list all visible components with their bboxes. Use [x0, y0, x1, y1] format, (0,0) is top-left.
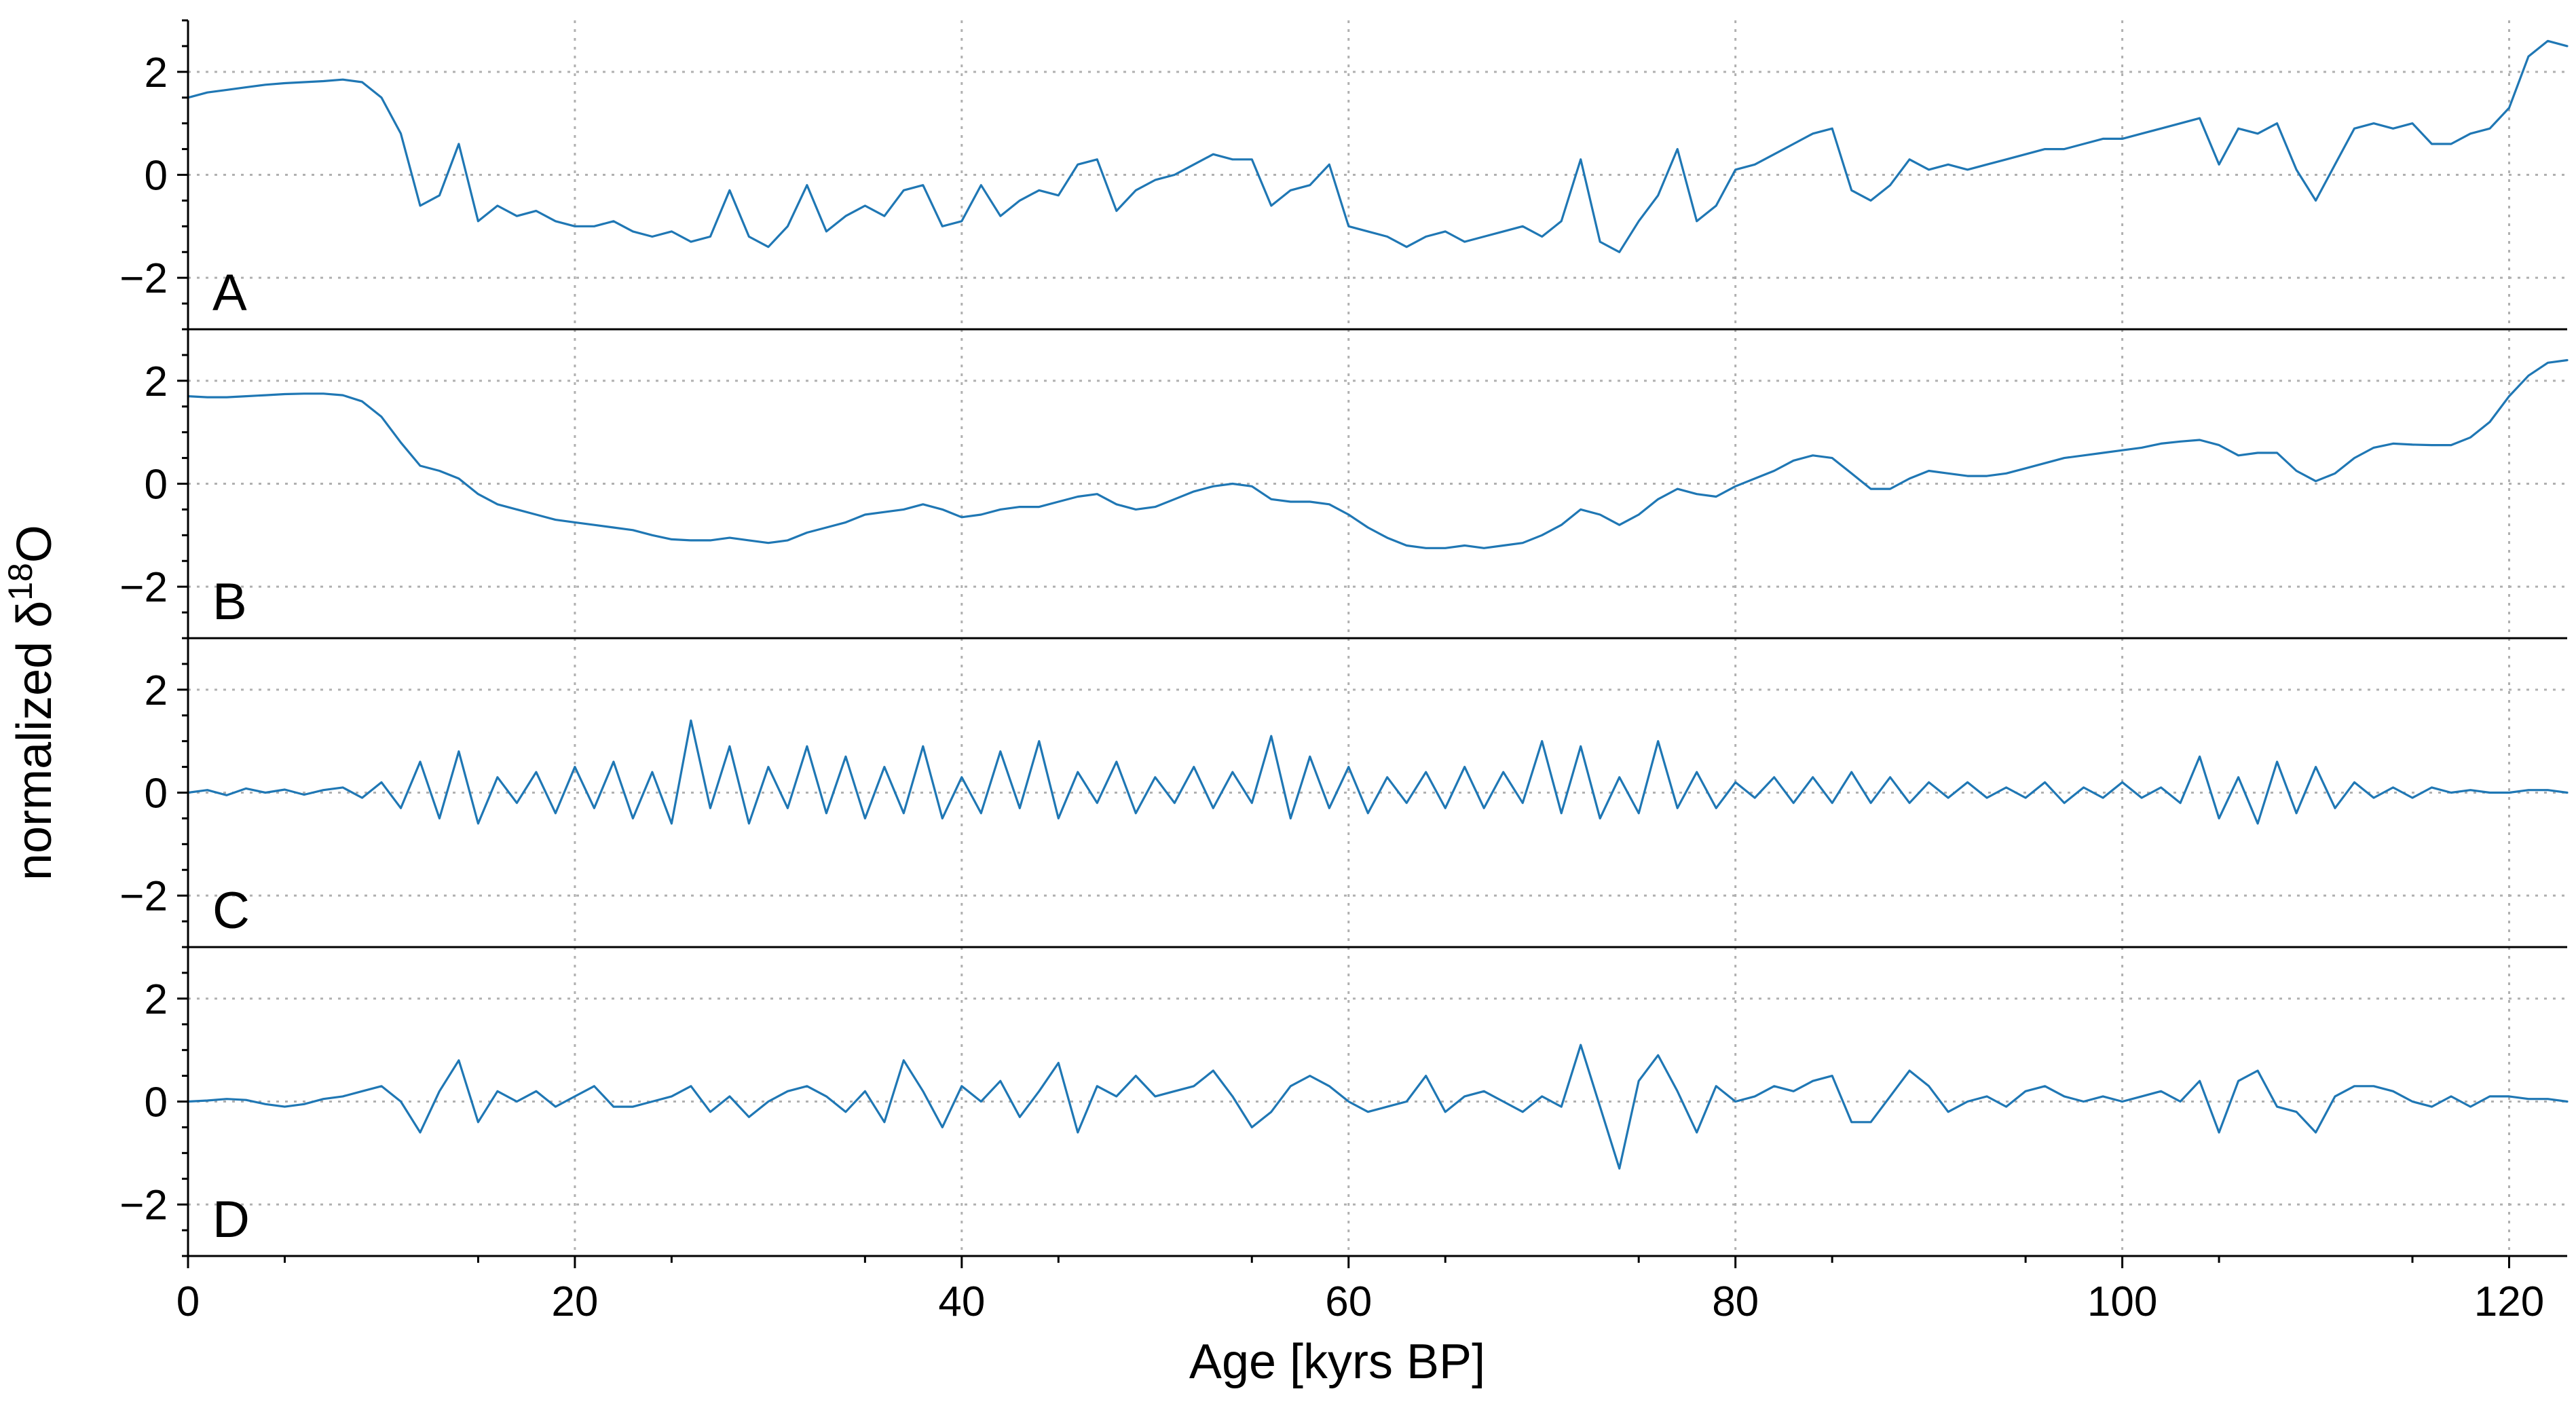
panel-A-ytick-label-1: 0 — [145, 153, 168, 200]
panel-A-ytick-label-0: 2 — [145, 50, 168, 96]
panel-A-ytick-label-2: −2 — [119, 255, 168, 302]
xtick-label-100: 100 — [2087, 1278, 2157, 1325]
panel-B-ytick-label-1: 0 — [145, 462, 168, 509]
grid-layer — [188, 20, 2567, 1256]
y-axis-title-superscript: 18 — [1, 563, 39, 601]
panel-D-ytick-label-1: 0 — [145, 1079, 168, 1126]
panel-D-label: D — [212, 1191, 250, 1249]
panel-C-ytick-label-2: −2 — [119, 873, 168, 920]
xtick-label-20: 20 — [551, 1278, 598, 1325]
panel-D-ytick-label-0: 2 — [145, 976, 168, 1023]
panel-C-label: C — [212, 882, 250, 940]
xtick-label-60: 60 — [1325, 1278, 1372, 1325]
panel-C-series-line — [187, 719, 2569, 825]
panel-A-series-line — [187, 39, 2569, 253]
xtick-label-40: 40 — [938, 1278, 985, 1325]
y-axis-title-tail: O — [7, 525, 62, 563]
y-axis-title-main: normalized δ — [7, 601, 62, 881]
label-layer: 20−2 A20−2 B20−2 C20−2 D0 20 40 60 80 100 120 — [119, 50, 2544, 1325]
panel-B-label: B — [212, 573, 247, 631]
series-layer — [187, 39, 2569, 1170]
panel-D-series-line — [187, 1043, 2569, 1170]
xtick-label-120: 120 — [2474, 1278, 2544, 1325]
xtick-label-0: 0 — [176, 1278, 200, 1325]
axis-layer — [177, 19, 2567, 1268]
panel-B-ytick-label-2: −2 — [119, 564, 168, 611]
xtick-label-80: 80 — [1712, 1278, 1759, 1325]
panel-B-ytick-label-0: 2 — [145, 358, 168, 405]
panel-C-ytick-label-1: 0 — [145, 771, 168, 817]
panel-A-label: A — [212, 264, 247, 322]
x-axis-title: Age [kyrs BP] — [1189, 1335, 1485, 1389]
panel-D-ytick-label-2: −2 — [119, 1182, 168, 1229]
panel-B-series-line — [187, 358, 2569, 549]
y-axis-title: normalized δ18O — [1, 525, 62, 881]
panel-C-ytick-label-0: 2 — [145, 667, 168, 714]
